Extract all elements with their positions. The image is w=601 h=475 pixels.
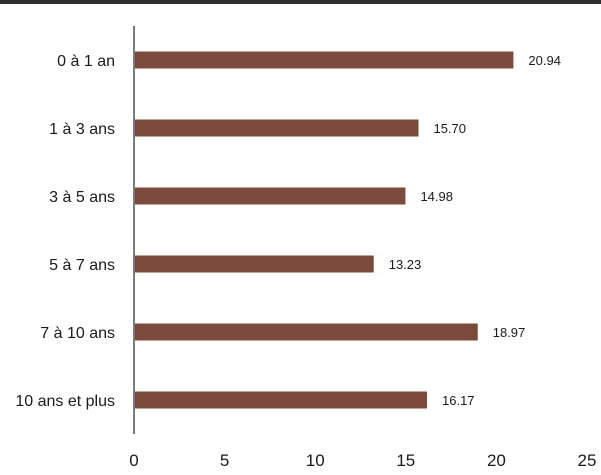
x-tick-label: 20 <box>487 451 506 470</box>
category-label: 7 à 10 ans <box>40 325 115 342</box>
bar <box>135 187 406 205</box>
bar <box>135 255 374 273</box>
category-label: 10 ans et plus <box>15 393 115 410</box>
x-tick-label: 10 <box>306 451 325 470</box>
category-label: 0 à 1 an <box>57 53 115 70</box>
bar <box>135 323 478 341</box>
data-label: 16.17 <box>442 393 475 408</box>
data-label: 13.23 <box>389 257 422 272</box>
data-label: 18.97 <box>493 325 526 340</box>
x-tick-label: 15 <box>396 451 415 470</box>
x-tick-label: 0 <box>129 451 138 470</box>
category-label: 1 à 3 ans <box>49 121 115 138</box>
data-label: 15.70 <box>433 121 466 136</box>
bar <box>135 51 514 69</box>
x-tick-label: 5 <box>220 451 229 470</box>
bar <box>135 119 419 137</box>
category-label: 5 à 7 ans <box>49 257 115 274</box>
category-label: 3 à 5 ans <box>49 189 115 206</box>
data-label: 14.98 <box>420 189 453 204</box>
data-label: 20.94 <box>528 53 561 68</box>
x-tick-label: 25 <box>578 451 597 470</box>
top-divider <box>0 0 601 4</box>
bar <box>135 391 428 409</box>
